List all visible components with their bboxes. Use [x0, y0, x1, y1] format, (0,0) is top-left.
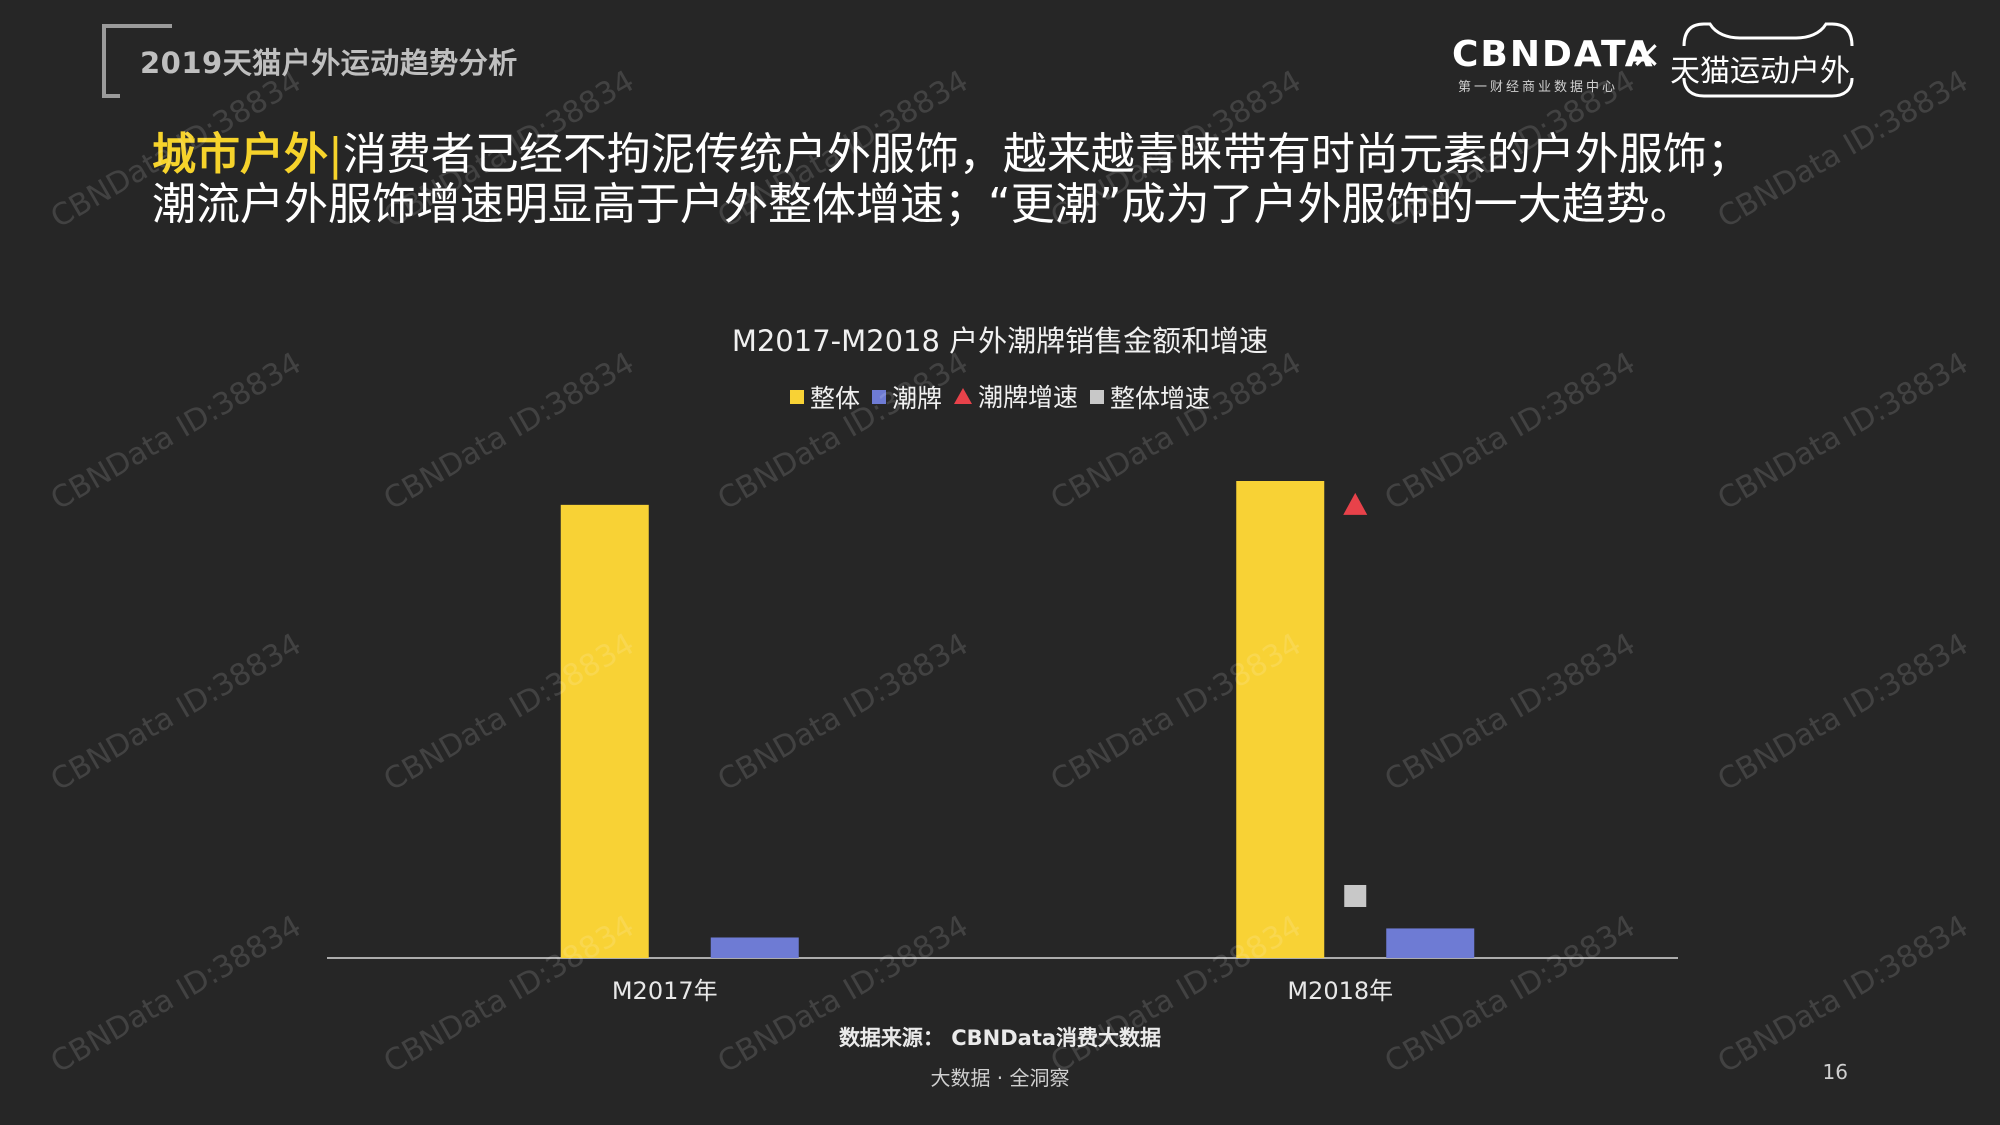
marker-overall-growth-1	[1344, 884, 1367, 907]
bar-overall-1	[1236, 481, 1325, 958]
data-source: 数据来源： CBNData消费大数据	[838, 1026, 1162, 1050]
legend-label-overall: 整体	[810, 384, 861, 413]
tmall-logo: 天猫运动户外	[1670, 20, 1866, 98]
x-tick-label-0: M2017年	[612, 977, 718, 1005]
legend-triangle-icon	[953, 388, 972, 404]
cbndata-tagline: 第一财经商业数据中心	[1458, 80, 1619, 95]
legend-label-trend-brand: 潮牌	[892, 384, 943, 413]
legend-swatch-trend-brand	[872, 390, 886, 404]
chart-title: M2017-M2018 户外潮牌销售金额和增速	[731, 324, 1269, 358]
legend-label-trend-brand-growth: 潮牌增速	[977, 383, 1078, 412]
headline-separator: |	[328, 129, 343, 180]
legend-item-overall: 整体	[790, 379, 860, 415]
bar-trend-brand-1	[1386, 928, 1475, 958]
legend-item-trend-brand: 潮牌	[872, 379, 942, 415]
bar-overall-0	[560, 504, 649, 958]
times-sign: ×	[1630, 32, 1662, 76]
x-tick-label-1: M2018年	[1287, 977, 1393, 1005]
legend-label-overall-growth: 整体增速	[1109, 384, 1210, 413]
logo-area: CBNDATA 第一财经商业数据中心 × 天猫运动户外	[1452, 20, 1872, 100]
headline: 城市户外|消费者已经不拘泥传统户外服饰，越来越青睐带有时尚元素的户外服饰； 潮流…	[152, 130, 1912, 230]
cbndata-logo: CBNDATA	[1452, 34, 1655, 75]
chart-legend: 整体 潮牌 潮牌增速 整体增速	[0, 378, 2000, 415]
footer-slogan: 大数据 · 全洞察	[930, 1066, 1070, 1090]
report-title: 2019天猫户外运动趋势分析	[140, 46, 518, 80]
headline-line-2: 潮流户外服饰增速明显高于户外整体增速；“更潮”成为了户外服饰的一大趋势。	[152, 179, 1694, 230]
tmall-logo-text: 天猫运动户外	[1670, 54, 1850, 89]
bar-trend-brand-0	[710, 937, 799, 958]
tmall-cat-outline-icon	[1682, 22, 1854, 98]
corner-bracket-decoration	[102, 24, 172, 98]
headline-text-1: 消费者已经不拘泥传统户外服饰，越来越青睐带有时尚元素的户外服饰；	[342, 129, 1751, 180]
headline-line-1: 城市户外|消费者已经不拘泥传统户外服饰，越来越青睐带有时尚元素的户外服饰；	[152, 130, 1912, 180]
marker-trend-brand-growth-1	[1343, 492, 1368, 515]
legend-swatch-overall-growth	[1089, 390, 1104, 404]
legend-item-trend-brand-growth: 潮牌增速	[953, 378, 1078, 414]
headline-highlight: 城市户外	[152, 129, 328, 180]
page-number: 16	[1822, 1060, 1848, 1084]
legend-swatch-overall	[790, 390, 805, 404]
legend-item-overall-growth: 整体增速	[1089, 379, 1210, 415]
